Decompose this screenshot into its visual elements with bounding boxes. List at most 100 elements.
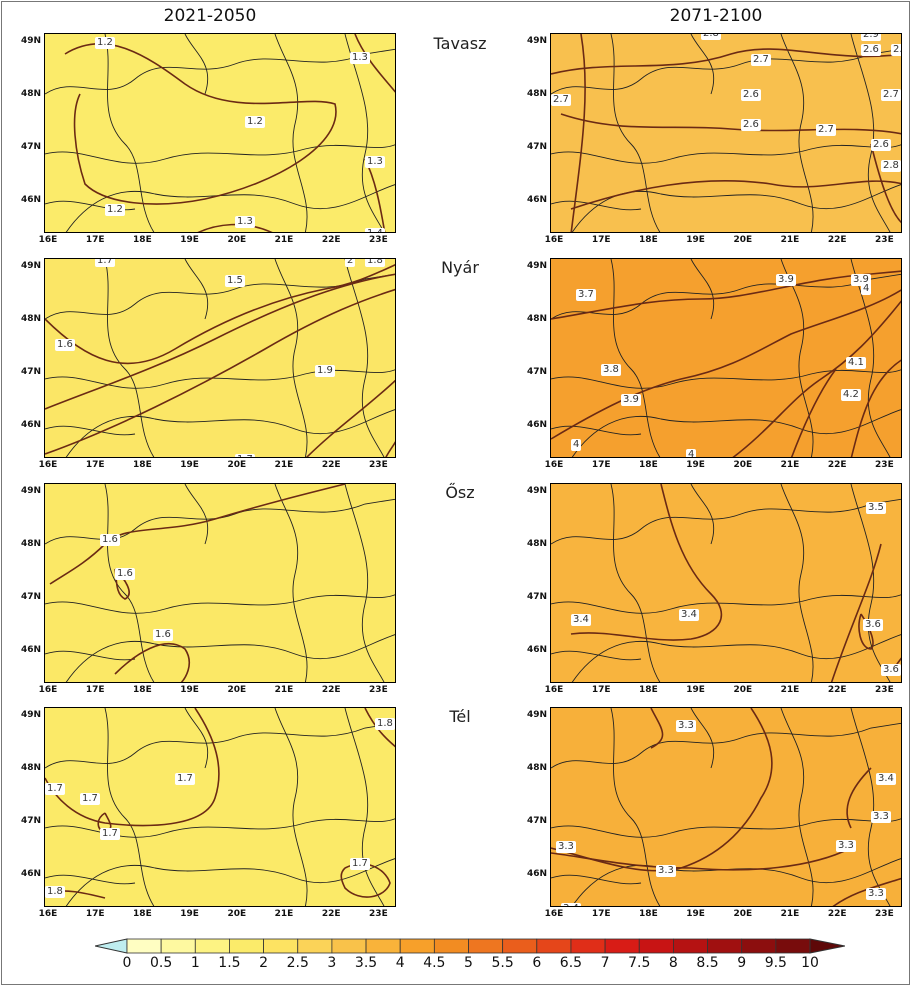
country-border (274, 484, 308, 682)
longitude-label: 17E (85, 235, 105, 245)
map-panel-sz-2021-2050: 1.6 1.6 1.6 (44, 483, 396, 683)
contour-label: 1.4 (365, 228, 385, 232)
contour-label: 3.3 (871, 811, 891, 823)
latitude-label: 47N (526, 816, 547, 826)
colorbar-svg (94, 938, 846, 954)
country-border (45, 48, 395, 95)
map-linework (45, 484, 395, 682)
contour-line (364, 708, 395, 748)
colorbar-bin (468, 938, 504, 954)
colorbar-bin (433, 938, 469, 954)
country-border (344, 708, 385, 906)
country-border (551, 425, 642, 436)
contour-line (570, 180, 901, 210)
longitude-label: 23E (369, 909, 388, 919)
contour-line (846, 767, 872, 829)
contour-line (64, 43, 337, 205)
longitude-label: 18E (639, 685, 658, 695)
contour-line (45, 288, 395, 455)
colorbar-bin (331, 938, 367, 954)
country-border (780, 259, 814, 457)
longitude-label: 17E (591, 235, 611, 245)
longitude-label: 20E (733, 460, 753, 470)
season-label-nyar: Nyár (441, 258, 479, 277)
contour-label: 4 (686, 449, 697, 457)
longitude-label: 21E (780, 235, 800, 245)
colorbar-bin (160, 938, 196, 954)
contour-label: 4.1 (846, 357, 866, 369)
contour-label: 1.7 (175, 773, 195, 785)
country-border (551, 144, 901, 164)
colorbar-tick-label: 8.5 (696, 955, 719, 971)
contour-label: 2 (345, 259, 356, 267)
map-panel-tavasz-2021-2050: 1.2 1.3 1.2 1.3 1.2 1.3 1.4 (44, 33, 396, 233)
longitude-label: 22E (827, 685, 847, 695)
colorbar-tick-label: 1 (190, 955, 200, 971)
longitude-label: 16E (544, 460, 564, 470)
map-linework (45, 259, 395, 457)
country-border (274, 708, 308, 906)
contour-label: 1.2 (245, 116, 265, 128)
contour-label: 2.7 (816, 124, 836, 136)
contour-label: 3.7 (576, 289, 596, 301)
contour-label: 1.7 (350, 858, 370, 870)
season-label-tel: Tél (449, 707, 471, 726)
longitude-label: 17E (591, 685, 611, 695)
contour-label: 2.6 (741, 89, 761, 101)
contour-label: 1.3 (350, 52, 370, 64)
longitude-label: 20E (733, 909, 753, 919)
contour-label: 3.3 (556, 841, 576, 853)
latitude-label: 48N (20, 314, 41, 324)
longitude-label: 18E (133, 235, 152, 245)
latitude-label: 47N (20, 816, 41, 826)
contour-line (551, 289, 901, 440)
longitude-label: 16E (38, 909, 58, 919)
contour-label: 1.7 (80, 793, 100, 805)
longitude-label: 18E (133, 909, 152, 919)
colorbar-tick-label: 1.5 (218, 955, 241, 971)
contour-label: 3.3 (676, 720, 696, 732)
country-border (45, 200, 136, 211)
longitude-label: 17E (85, 909, 105, 919)
latitude-label: 46N (20, 645, 41, 655)
contour-label: 1.3 (365, 156, 385, 168)
latitude-label: 48N (20, 89, 41, 99)
longitude-label: 19E (180, 235, 199, 245)
longitude-label: 16E (38, 685, 58, 695)
country-border (571, 634, 901, 682)
contour-label: 3.4 (561, 903, 581, 906)
colorbar-bin (638, 938, 674, 954)
country-border (780, 34, 814, 232)
longitude-label: 23E (369, 235, 388, 245)
longitude-label: 23E (875, 685, 894, 695)
country-border (551, 874, 642, 885)
latitude-label: 46N (526, 420, 547, 430)
latitude-label: 49N (20, 261, 41, 271)
country-border (45, 594, 395, 614)
colorbar-bin (399, 938, 435, 954)
contour-label: 2.6 (861, 44, 881, 56)
colorbar-tick-label: 5.5 (491, 955, 514, 971)
map-linework (551, 34, 901, 232)
longitude-label: 22E (321, 235, 341, 245)
season-label-osz: Ősz (445, 483, 475, 502)
latitude-label: 49N (20, 710, 41, 720)
latitude-label: 48N (526, 539, 547, 549)
longitude-label: 16E (544, 235, 564, 245)
longitude-label: 19E (686, 685, 705, 695)
contour-label: 3.6 (881, 664, 901, 676)
longitude-label: 19E (180, 460, 199, 470)
contour-line (49, 484, 346, 585)
country-border (850, 259, 891, 457)
country-border (65, 858, 395, 906)
colorbar-tick-label: 3 (327, 955, 337, 971)
contour-line (551, 847, 852, 871)
colorbar-tick-label: 2.5 (286, 955, 309, 971)
latitude-label: 49N (526, 486, 547, 496)
longitude-label: 18E (639, 235, 658, 245)
longitude-label: 20E (227, 909, 247, 919)
column-title-right: 2071-2100 (669, 6, 763, 26)
country-border (551, 650, 642, 661)
country-border (610, 708, 661, 906)
